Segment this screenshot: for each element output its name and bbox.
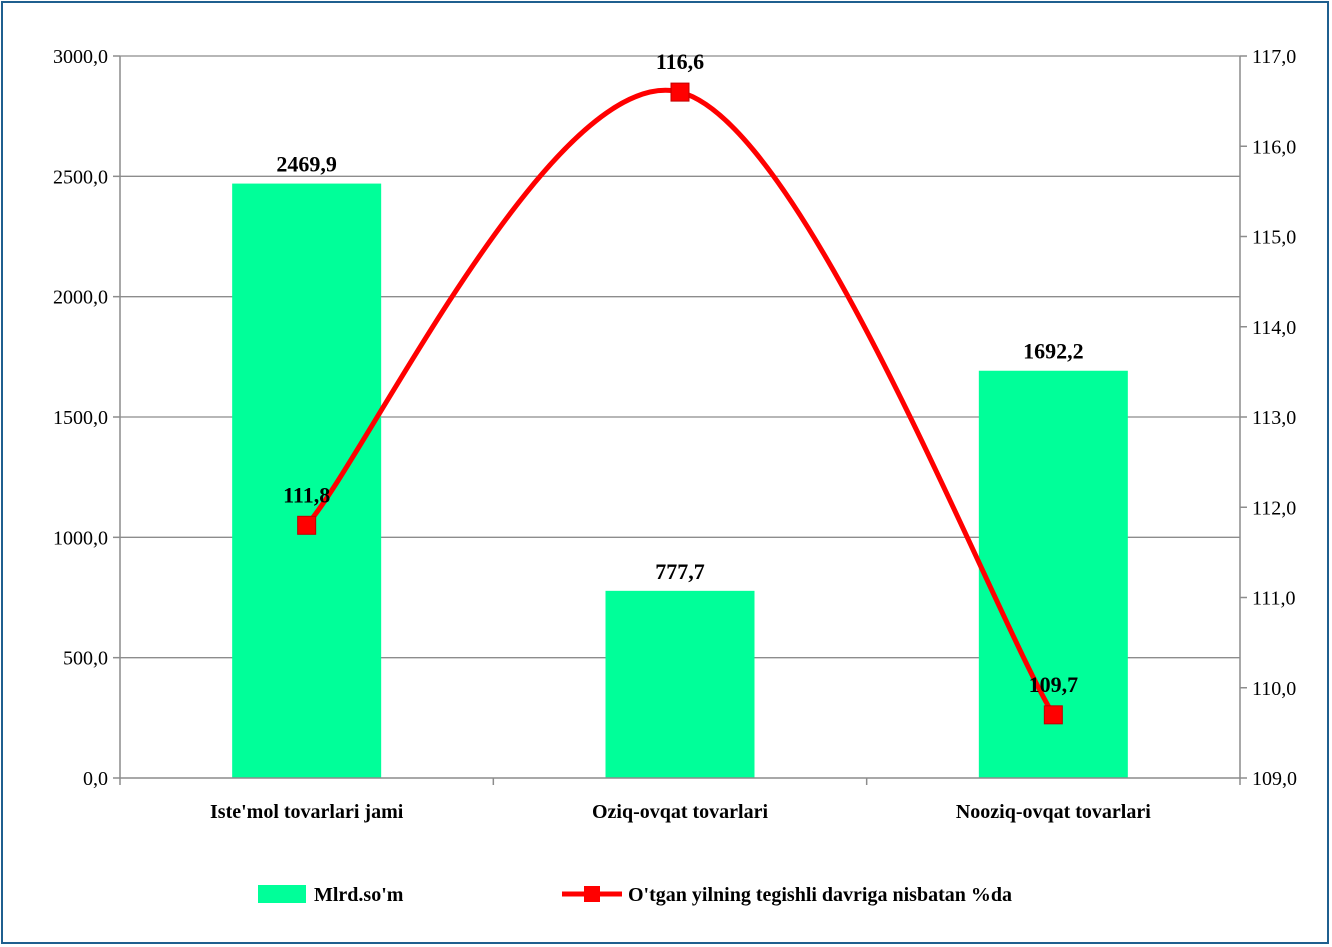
y-tick-label-left: 2000,0: [53, 287, 108, 309]
y-tick-label-right: 115,0: [1252, 227, 1296, 249]
y-tick-label-right: 112,0: [1252, 497, 1296, 519]
legend-line-marker: [584, 886, 600, 902]
line-data-label: 116,6: [656, 49, 704, 74]
legend-line-label: O'tgan yilning tegishli davriga nisbatan…: [628, 884, 1012, 906]
y-tick-label-left: 2500,0: [53, 166, 108, 188]
y-tick-label-right: 116,0: [1252, 136, 1296, 158]
y-tick-label-right: 113,0: [1252, 407, 1296, 429]
y-tick-label-right: 109,0: [1252, 768, 1297, 790]
bar-series: [232, 183, 1128, 778]
y-tick-label-right: 114,0: [1252, 317, 1296, 339]
bar: [232, 183, 382, 778]
y-tick-label-left: 0,0: [83, 768, 108, 790]
x-tick-label: Nooziq-ovqat tovarlari: [956, 801, 1151, 823]
y-tick-label-left: 1000,0: [53, 527, 108, 549]
y-tick-label-left: 1500,0: [53, 407, 108, 429]
bar-data-label: 2469,9: [276, 152, 337, 177]
legend-bar-label: Mlrd.so'm: [314, 884, 404, 906]
y-tick-label-right: 117,0: [1252, 46, 1296, 68]
legend-bar-swatch: [258, 885, 306, 903]
y-tick-label-right: 110,0: [1252, 678, 1296, 700]
line-series: [297, 82, 1063, 725]
data-labels: 2469,9 777,7 1692,2 111,8 116,6 109,7: [276, 49, 1083, 697]
line-marker: [670, 82, 690, 102]
line-marker: [1043, 705, 1063, 725]
axes: 0,0 500,0 1000,0 1500,0 2000,0 2500,0 3000,0 10…: [53, 46, 1297, 823]
y-tick-label-left: 3000,0: [53, 46, 108, 68]
bar-data-label: 777,7: [655, 559, 705, 584]
line-marker: [297, 515, 317, 535]
line-data-label: 109,7: [1029, 672, 1079, 697]
bar-data-label: 1692,2: [1023, 339, 1084, 364]
line-data-label: 111,8: [283, 482, 330, 507]
y-tick-label-left: 500,0: [63, 648, 108, 670]
bar: [605, 590, 755, 778]
x-tick-label: Oziq-ovqat tovarlari: [592, 801, 769, 823]
y-tick-label-right: 111,0: [1252, 588, 1296, 610]
legend: Mlrd.so'm O'tgan yilning tegishli davrig…: [258, 884, 1012, 906]
x-tick-label: Iste'mol tovarlari jami: [210, 801, 404, 823]
